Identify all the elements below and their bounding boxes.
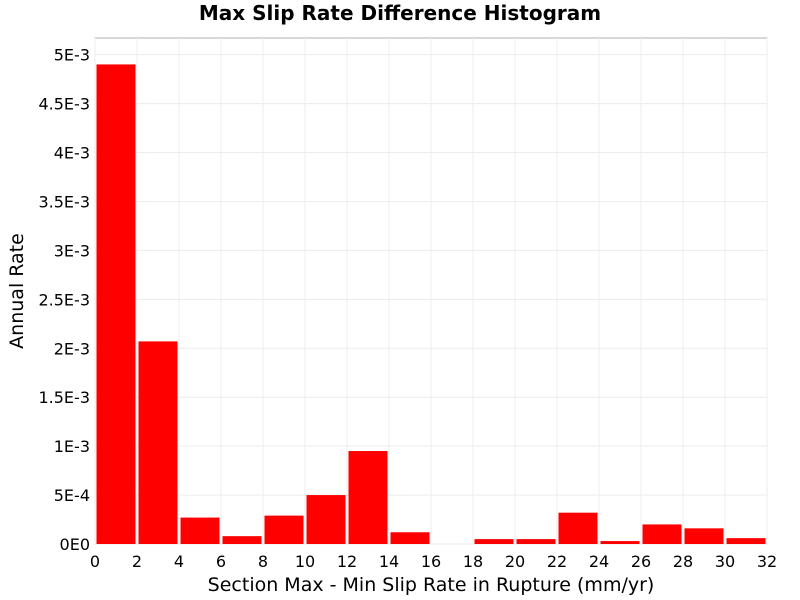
- x-tick-label: 14: [379, 552, 399, 571]
- x-tick-label: 24: [589, 552, 609, 571]
- x-tick-label: 0: [90, 552, 100, 571]
- histogram-bar-20-22: [516, 539, 556, 544]
- histogram-bar-6-8: [222, 536, 262, 544]
- histogram-bar-2-4: [138, 341, 178, 544]
- x-tick-label: 8: [258, 552, 268, 571]
- x-tick-label: 32: [757, 552, 777, 571]
- y-tick-label: 2E-3: [54, 339, 90, 358]
- y-tick-labels: 0E0 5E-4 1E-3 1.5E-3 2E-3 2.5E-3 3E-3 3.5E-3 4E-…: [38, 46, 90, 554]
- x-tick-label: 30: [715, 552, 735, 571]
- y-tick-label: 1E-3: [54, 437, 90, 456]
- histogram-bar-26-28: [642, 524, 682, 544]
- y-tick-label: 2.5E-3: [38, 290, 90, 309]
- x-tick-label: 2: [132, 552, 142, 571]
- y-tick-label: 3.5E-3: [38, 192, 90, 211]
- histogram-bar-4-6: [180, 517, 220, 544]
- histogram-bar-30-32: [726, 538, 766, 544]
- y-tick-label: 5E-3: [54, 46, 90, 65]
- histogram-bar-14-16: [390, 532, 430, 544]
- y-tick-label: 0E0: [60, 535, 90, 554]
- histogram-bar-0-2: [96, 64, 136, 544]
- y-tick-label: 4E-3: [54, 144, 90, 163]
- gridlines: [94, 38, 768, 545]
- x-tick-label: 18: [463, 552, 483, 571]
- histogram-bar-24-26: [600, 541, 640, 544]
- chart-title: Max Slip Rate Difference Histogram: [199, 1, 601, 25]
- bars: [96, 64, 766, 544]
- x-tick-labels: 0 2 4 6 8 10 12 14 16 18 20 22 24 26 28 30 32: [90, 552, 777, 571]
- y-tick-label: 3E-3: [54, 241, 90, 260]
- y-tick-label: 1.5E-3: [38, 388, 90, 407]
- y-tick-label: 5E-4: [54, 486, 90, 505]
- histogram-bar-10-12: [306, 495, 346, 544]
- x-tick-label: 28: [673, 552, 693, 571]
- histogram-bar-18-20: [474, 539, 514, 544]
- histogram-bar-12-14: [348, 451, 388, 544]
- y-axis-label: Annual Rate: [6, 233, 28, 349]
- x-tick-label: 6: [216, 552, 226, 571]
- y-tick-label: 4.5E-3: [38, 95, 90, 114]
- histogram-bar-28-30: [684, 528, 724, 544]
- histogram-bar-22-24: [558, 512, 598, 544]
- x-tick-label: 10: [295, 552, 315, 571]
- histogram-bar-8-10: [264, 515, 304, 544]
- x-tick-label: 16: [421, 552, 441, 571]
- x-tick-label: 20: [505, 552, 525, 571]
- x-axis-label: Section Max - Min Slip Rate in Rupture (…: [208, 574, 655, 596]
- x-tick-label: 26: [631, 552, 651, 571]
- x-tick-label: 12: [337, 552, 357, 571]
- x-tick-label: 4: [174, 552, 184, 571]
- x-tick-label: 22: [547, 552, 567, 571]
